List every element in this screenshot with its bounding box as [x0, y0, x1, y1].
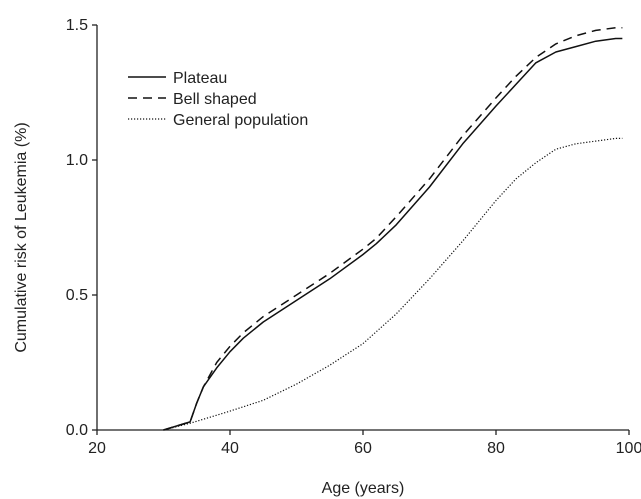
x-tick-label: 100	[616, 440, 641, 457]
x-tick-label: 40	[221, 440, 239, 457]
series-layer	[163, 26, 623, 431]
y-tick-label: 0.0	[66, 422, 88, 439]
y-tick-label: 1.0	[66, 152, 88, 169]
x-tick-label: 60	[354, 440, 372, 457]
x-tick-label: 80	[487, 440, 505, 457]
x-axis-title: Age (years)	[322, 480, 405, 497]
axes: 20 40 60 80 100 0.0 0.5 1.0 1.5	[66, 17, 641, 457]
x-tick-label: 20	[88, 440, 106, 457]
series-line-bell-shaped	[163, 26, 623, 431]
series-line-plateau	[163, 37, 623, 431]
y-tick-label: 0.5	[66, 287, 88, 304]
legend-label: Plateau	[173, 70, 227, 87]
legend-label: General population	[173, 112, 308, 129]
legend-label: Bell shaped	[173, 91, 257, 108]
series-line-general-population	[163, 137, 623, 431]
y-axis-title: Cumulative risk of Leukemia (%)	[13, 122, 30, 352]
y-tick-label: 1.5	[66, 17, 88, 34]
legend: Plateau Bell shaped General population	[128, 70, 308, 129]
